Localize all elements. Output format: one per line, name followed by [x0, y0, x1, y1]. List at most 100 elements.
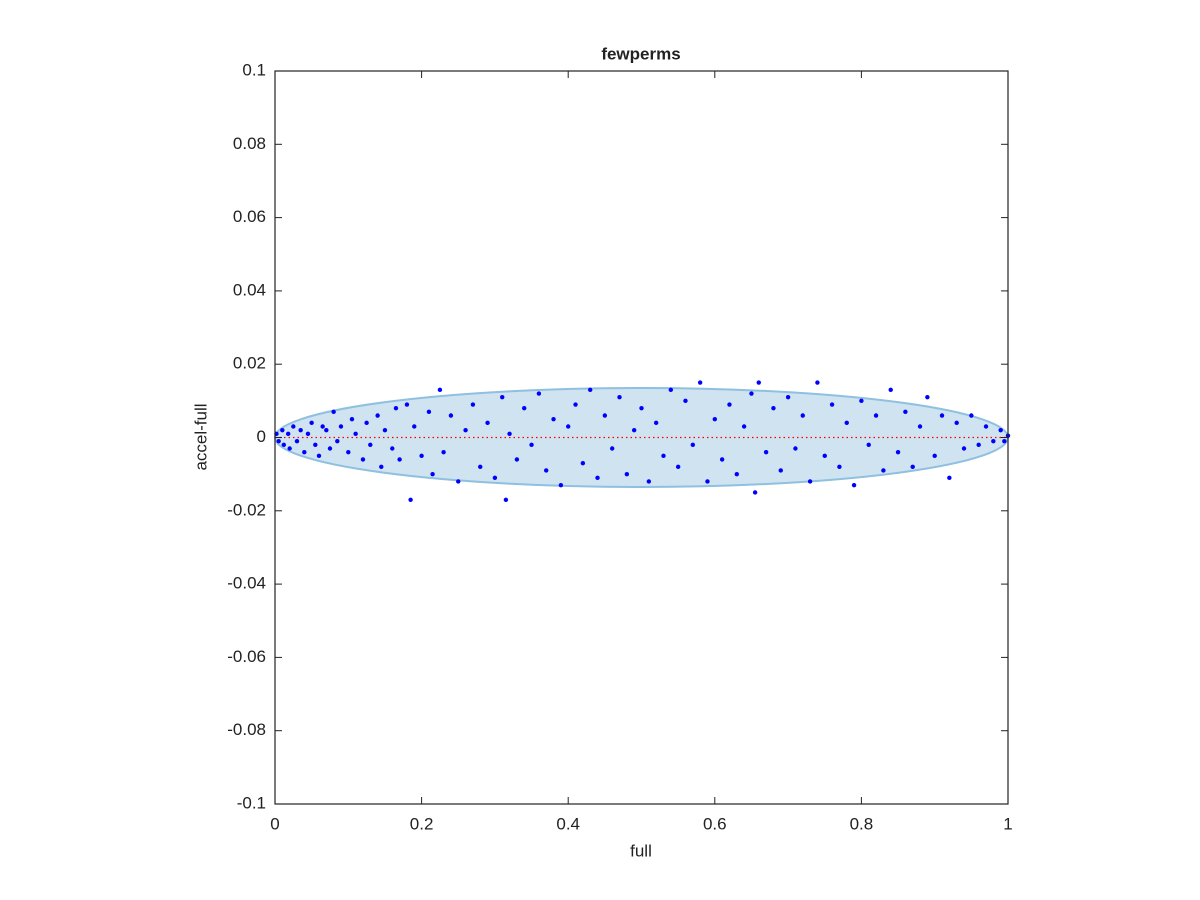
point [500, 394, 505, 400]
point [397, 457, 402, 462]
point [763, 449, 769, 455]
point [895, 449, 901, 455]
point [910, 464, 915, 470]
point [580, 460, 586, 466]
y-tick-label: 0 [257, 427, 266, 446]
point [412, 424, 417, 429]
point [851, 482, 857, 488]
point [661, 453, 666, 459]
point [426, 409, 432, 415]
point [793, 446, 798, 451]
y-tick-label: 0.08 [233, 134, 266, 153]
point [719, 457, 725, 462]
point [844, 420, 849, 426]
point [419, 453, 424, 459]
y-tick-label: -0.06 [227, 647, 266, 666]
point [939, 413, 945, 418]
point [903, 409, 908, 415]
point [338, 424, 344, 429]
point [285, 431, 291, 437]
y-tick-label: 0.02 [233, 354, 266, 373]
point [771, 405, 776, 411]
point [320, 424, 325, 429]
point [888, 387, 893, 393]
point [822, 453, 827, 459]
x-tick-label: 1 [1003, 814, 1012, 833]
y-tick-label: 0.06 [233, 207, 266, 226]
point [617, 394, 622, 400]
point [349, 416, 355, 422]
point [873, 413, 879, 418]
point [302, 449, 307, 455]
x-tick-label: 0.8 [850, 814, 874, 833]
point [752, 490, 758, 495]
point [800, 413, 805, 418]
point [668, 387, 674, 393]
point [368, 442, 373, 448]
point [478, 464, 483, 470]
point [1002, 438, 1007, 444]
y-tick-label: -0.1 [237, 793, 266, 812]
point [316, 453, 322, 459]
point [609, 446, 615, 451]
point [646, 479, 652, 484]
point [448, 413, 454, 418]
point [529, 442, 534, 448]
y-tick-label: -0.02 [227, 500, 266, 519]
point [785, 394, 791, 400]
point [624, 471, 630, 477]
point [639, 405, 644, 411]
point [544, 468, 549, 473]
point [815, 380, 820, 385]
point [456, 479, 461, 484]
point [573, 402, 578, 407]
point [991, 438, 996, 444]
point [441, 449, 446, 455]
point [335, 438, 340, 444]
point [430, 471, 435, 477]
x-axis-label: full [630, 841, 652, 860]
point [807, 479, 813, 484]
point [485, 420, 490, 426]
point [917, 424, 923, 429]
point [631, 427, 637, 433]
ellipse-region [274, 387, 1009, 488]
point [961, 446, 967, 451]
point [690, 442, 696, 448]
point [327, 446, 333, 451]
point [859, 398, 864, 404]
chart-title: fewperms [601, 44, 680, 63]
point [551, 416, 556, 422]
point [514, 457, 520, 462]
x-tick-label: 0.2 [410, 814, 434, 833]
point [683, 398, 688, 404]
point [756, 380, 761, 385]
point [298, 427, 303, 433]
point [566, 424, 571, 429]
point [587, 387, 593, 393]
y-tick-label: -0.04 [227, 574, 266, 593]
point [712, 416, 717, 422]
point [346, 449, 351, 455]
point [925, 394, 930, 400]
point [595, 475, 600, 481]
point [353, 431, 358, 437]
point [969, 413, 974, 418]
y-tick-label: 0.04 [233, 280, 266, 299]
point [463, 427, 468, 433]
point [379, 464, 384, 470]
point [947, 475, 952, 481]
point [408, 497, 413, 503]
point [697, 380, 703, 385]
x-tick-label: 0.6 [703, 814, 727, 833]
point [976, 442, 981, 448]
point [998, 427, 1003, 433]
point [390, 446, 395, 451]
point [837, 464, 842, 470]
point [522, 405, 527, 411]
point [866, 442, 871, 448]
point [280, 427, 285, 433]
y-tick-label: 0.1 [242, 60, 266, 79]
